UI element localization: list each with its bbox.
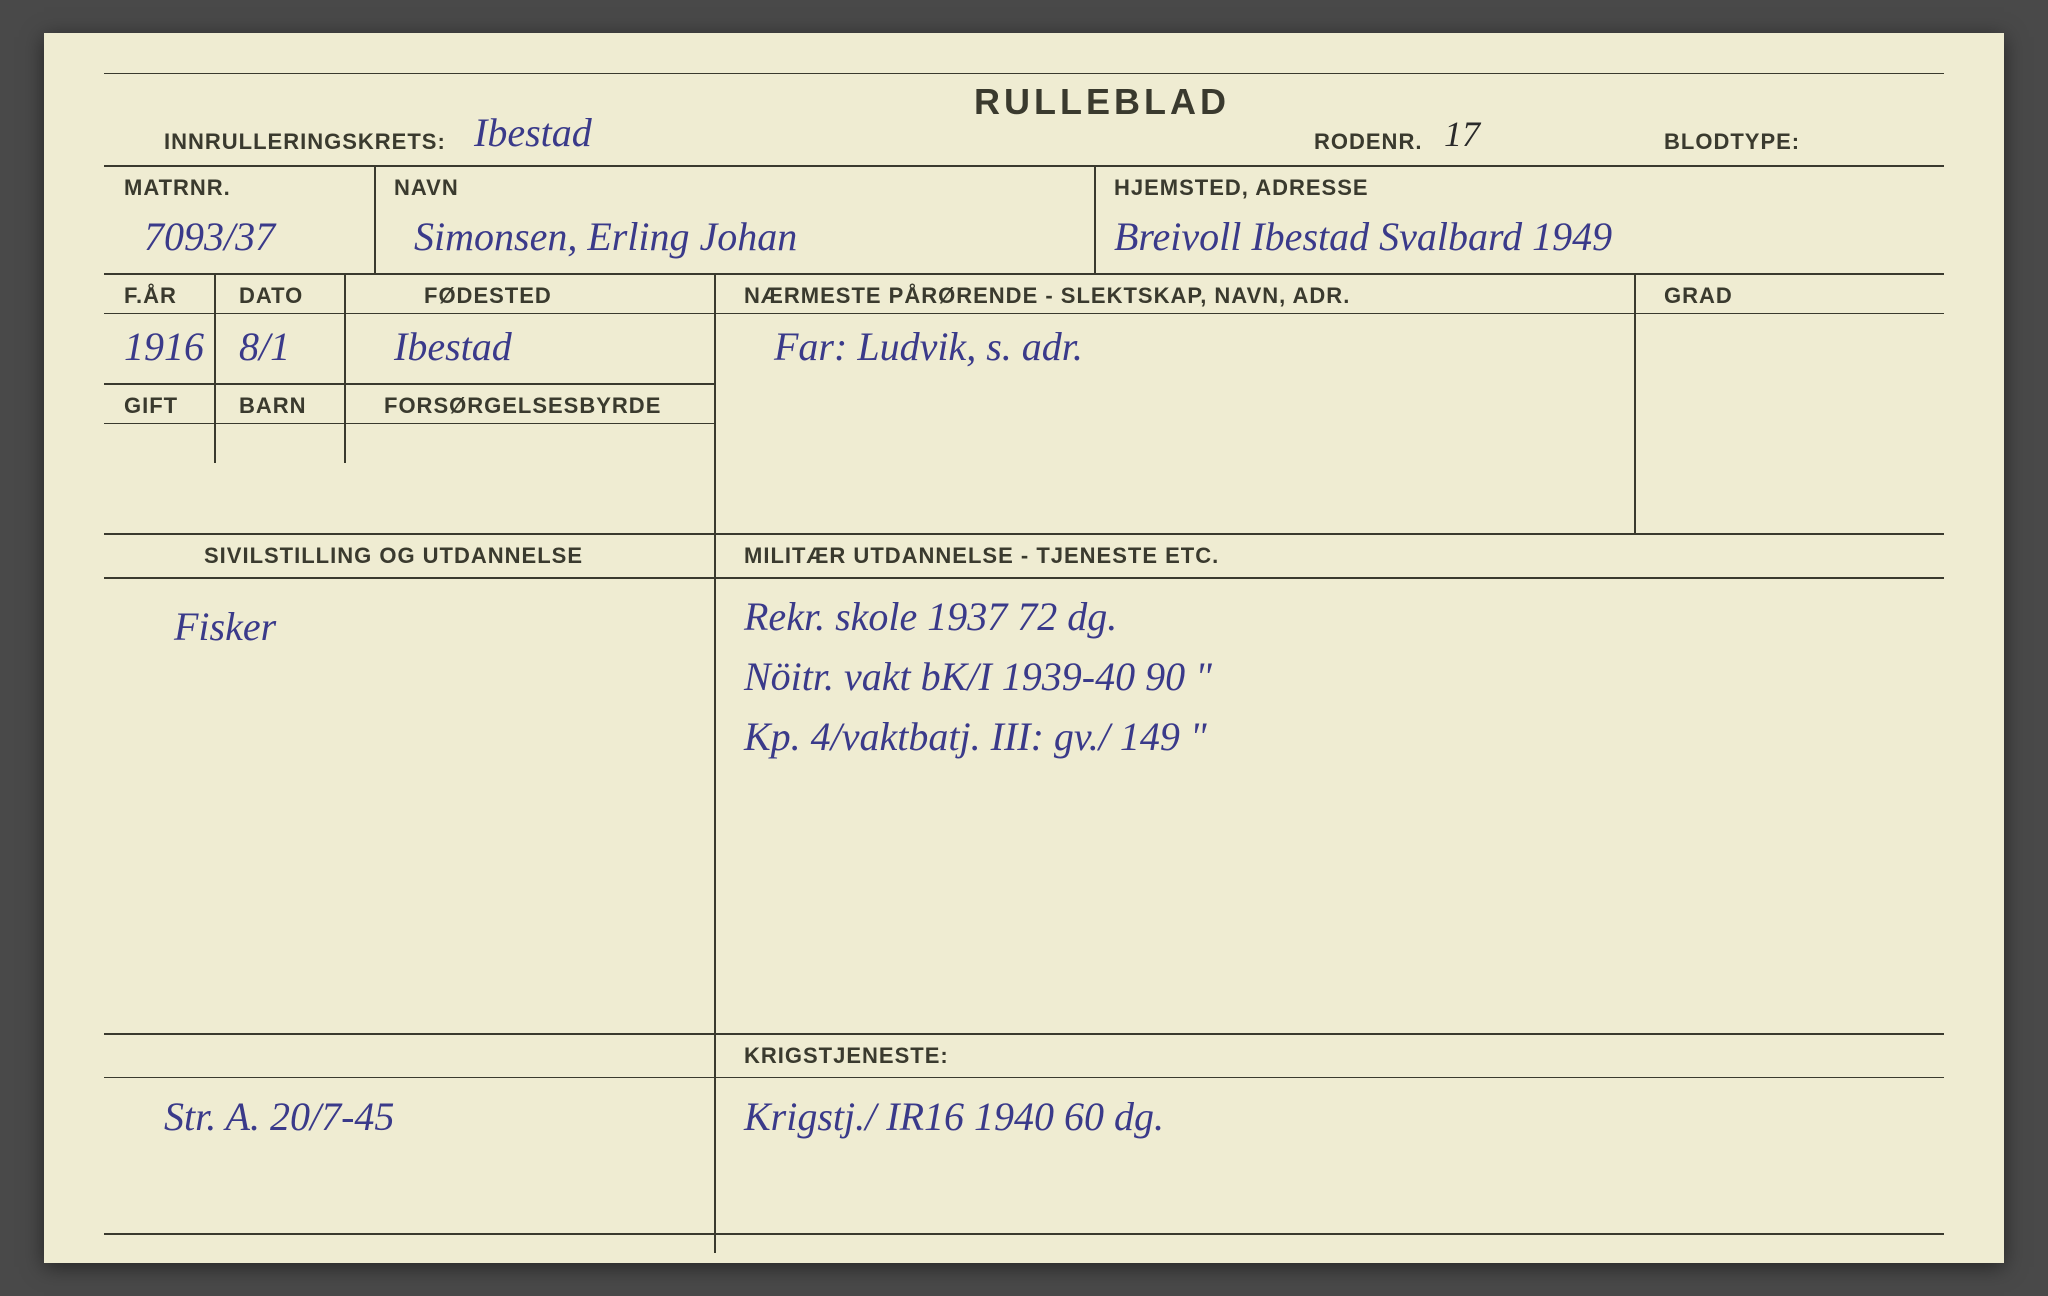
hline-3 <box>104 383 714 385</box>
militar-line3: Kp. 4/vaktbatj. III: gv./ 149 " <box>744 713 1207 760</box>
innrulleringskrets-value: Ibestad <box>474 109 592 156</box>
forsorg-label: FORSØRGELSESBYRDE <box>384 393 661 419</box>
innrulleringskrets-label: INNRULLERINGSKRETS: <box>164 129 446 155</box>
top-border <box>104 73 1944 74</box>
row5-left-value: Str. A. 20/7-45 <box>164 1093 394 1140</box>
hline-3a <box>104 423 714 424</box>
fodested-value: Ibestad <box>394 323 512 370</box>
vline-r1-1 <box>374 165 376 273</box>
militar-line2: Nöitr. vakt bK/I 1939-40 90 " <box>744 653 1212 700</box>
hline-2 <box>104 273 1944 275</box>
vline-r4 <box>714 533 716 1253</box>
barn-label: BARN <box>239 393 307 419</box>
parorende-label: NÆRMESTE PÅRØRENDE - SLEKTSKAP, NAVN, AD… <box>744 283 1350 309</box>
matrnr-label: MATRNR. <box>124 175 231 201</box>
blodtype-label: BLODTYPE: <box>1664 129 1800 155</box>
dato-value: 8/1 <box>239 323 290 370</box>
vline-r2-3 <box>714 273 716 533</box>
hline-2b <box>714 313 1944 314</box>
krigstjeneste-value: Krigstj./ IR16 1940 60 dg. <box>744 1093 1164 1140</box>
vline-r2-2 <box>344 273 346 463</box>
hline-2a <box>104 313 714 314</box>
hline-5 <box>104 1033 1944 1035</box>
rodenr-value: 17 <box>1444 113 1480 155</box>
rodenr-label: RODENR. <box>1314 129 1422 155</box>
vline-r1-2 <box>1094 165 1096 273</box>
card-inner: RULLEBLAD INNRULLERINGSKRETS: Ibestad RO… <box>104 73 1944 1223</box>
gift-label: GIFT <box>124 393 178 419</box>
sivil-value: Fisker <box>174 603 276 650</box>
hjemsted-value: Breivoll Ibestad Svalbard 1949 <box>1114 213 1612 260</box>
far-value: 1916 <box>124 323 204 370</box>
dato-label: DATO <box>239 283 303 309</box>
sivil-label: SIVILSTILLING OG UTDANNELSE <box>204 543 583 569</box>
navn-label: NAVN <box>394 175 459 201</box>
militar-label: MILITÆR UTDANNELSE - TJENESTE ETC. <box>744 543 1219 569</box>
militar-line1: Rekr. skole 1937 72 dg. <box>744 593 1117 640</box>
hline-1 <box>104 165 1944 167</box>
matrnr-value: 7093/37 <box>144 213 275 260</box>
krigstjeneste-label: KRIGSTJENESTE: <box>744 1043 949 1069</box>
grad-label: GRAD <box>1664 283 1733 309</box>
hline-bottom <box>104 1233 1944 1235</box>
hline-4 <box>104 533 1944 535</box>
hline-5a <box>104 1077 1944 1078</box>
hline-4a <box>104 577 1944 579</box>
vline-r2-1 <box>214 273 216 463</box>
far-label: F.ÅR <box>124 283 177 309</box>
navn-value: Simonsen, Erling Johan <box>414 213 797 260</box>
parorende-value: Far: Ludvik, s. adr. <box>774 323 1083 370</box>
fodested-label: FØDESTED <box>424 283 552 309</box>
vline-r2-4 <box>1634 273 1636 533</box>
hjemsted-label: HJEMSTED, ADRESSE <box>1114 175 1369 201</box>
card-title: RULLEBLAD <box>974 81 1230 123</box>
record-card: RULLEBLAD INNRULLERINGSKRETS: Ibestad RO… <box>44 33 2004 1263</box>
